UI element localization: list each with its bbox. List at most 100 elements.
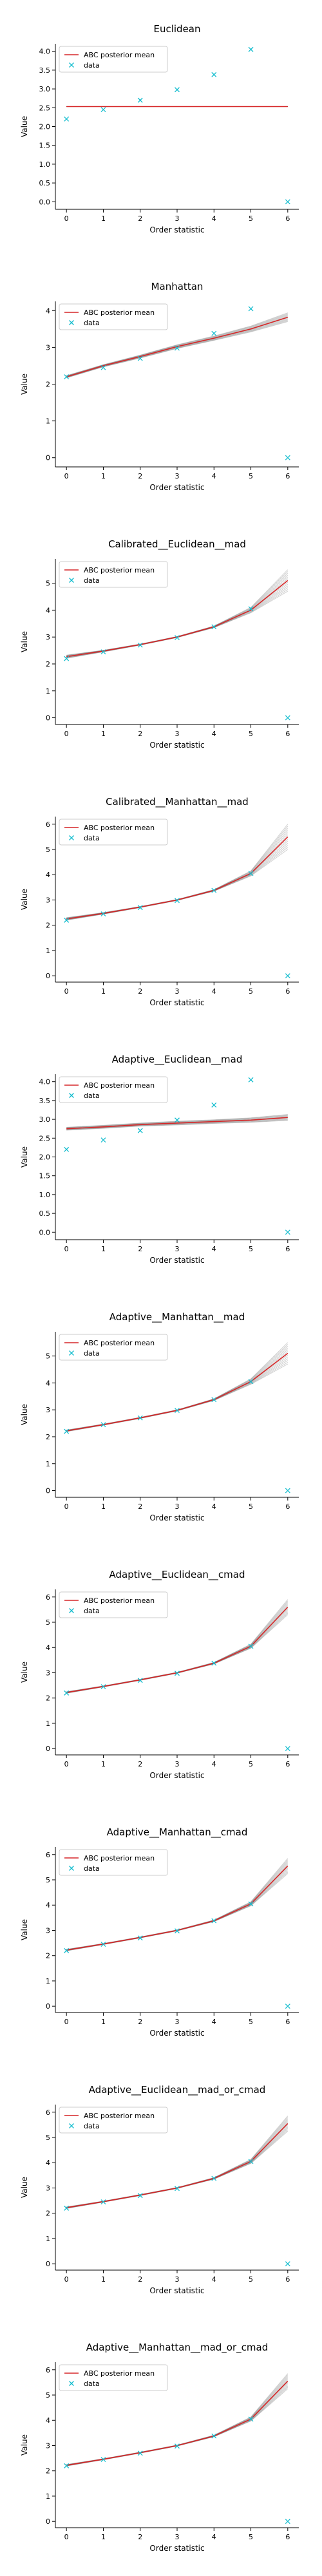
legend-posterior-label: ABC posterior mean: [84, 1081, 155, 1090]
data-marker-stroke: [64, 1690, 70, 1696]
posterior-sample-line: [66, 2384, 289, 2467]
y-tick-label: 3: [46, 343, 50, 352]
data-point: [248, 1379, 254, 1385]
subplot-title: Adaptive__Manhattan__cmad: [107, 1826, 248, 1839]
legend-data-swatch: [69, 1350, 74, 1356]
posterior-mean-line: [66, 1865, 289, 1951]
legend: ABC posterior mean data: [59, 819, 168, 846]
x-tick-label: 6: [285, 472, 290, 480]
y-axis-label: Value: [20, 889, 29, 910]
data-point: [100, 107, 106, 113]
y-tick-label: 3: [46, 633, 50, 641]
x-tick-label: 1: [101, 214, 106, 223]
data-marker-stroke: [211, 1102, 217, 1108]
x-tick-label: 0: [64, 2533, 69, 2541]
posterior-sample-line: [66, 1863, 289, 1951]
legend-data-label: data: [84, 576, 100, 585]
x-tick-label: 4: [212, 1245, 216, 1253]
data-point: [175, 2186, 180, 2192]
posterior-sample-line: [66, 1613, 289, 1694]
posterior-mean-line: [66, 580, 289, 658]
posterior-sample-line: [66, 587, 289, 658]
legend-frame: [59, 2364, 168, 2391]
y-tick-label: 0.0: [39, 1228, 51, 1236]
x-tick-label: 2: [138, 2275, 142, 2284]
data-point: [211, 887, 217, 893]
legend: ABC posterior mean data: [59, 561, 168, 588]
x-axis-label: Order statistic: [149, 483, 204, 492]
x-tick-label: 3: [175, 730, 180, 738]
y-tick-label: 3: [46, 1926, 50, 1935]
data-marker-stroke: [100, 2457, 106, 2463]
x-tick-label: 0: [64, 730, 69, 738]
data-marker-stroke: [248, 1643, 254, 1649]
legend: ABC posterior mean data: [59, 46, 168, 73]
data-point: [285, 1488, 290, 1493]
posterior-sample-line: [66, 580, 289, 658]
x-tick-label: 5: [249, 2275, 253, 2284]
legend-posterior-label: ABC posterior mean: [84, 308, 155, 317]
legend-data-swatch: [69, 1608, 74, 1613]
posterior-sample-line: [66, 1354, 289, 1432]
legend-data-swatch: [69, 62, 74, 68]
data-marker-stroke: [137, 1678, 143, 1683]
data-marker-stroke: [285, 2519, 290, 2524]
x-tick-label: 2: [138, 1760, 142, 1768]
data-point: [248, 46, 254, 52]
x-tick-label: 2: [138, 1245, 142, 1253]
data-marker-stroke: [64, 1146, 70, 1152]
data-point: [175, 898, 180, 904]
data-marker-stroke: [175, 345, 180, 351]
legend-data-label: data: [84, 319, 100, 327]
data-point: [137, 1128, 143, 1133]
subplot-5: Adaptive__Euclidean__mad 0 1 2 3 4 5 6 0.0 0.5 1.0…: [20, 1054, 299, 1265]
x-tick-label: 5: [249, 987, 253, 996]
legend-data-label: data: [84, 1864, 100, 1873]
legend: ABC posterior mean data: [59, 1334, 168, 1361]
y-axis-label: Value: [20, 2177, 29, 2198]
posterior-sample-line: [66, 2388, 289, 2467]
data-marker-stroke: [285, 1746, 290, 1752]
posterior-mean-line: [66, 836, 289, 920]
data-marker-stroke: [64, 2463, 70, 2468]
data-marker-stroke: [211, 71, 217, 77]
x-tick-label: 1: [101, 730, 106, 738]
legend: ABC posterior mean data: [59, 1076, 168, 1103]
y-tick-label: 2: [46, 660, 50, 668]
y-tick-label: 0.5: [39, 179, 51, 187]
y-tick-label: 3: [46, 1669, 50, 1677]
posterior-sample-line: [66, 1867, 289, 1951]
y-tick-label: 2: [46, 1952, 50, 1960]
y-tick-label: 1: [46, 1460, 50, 1468]
data-marker-stroke: [211, 330, 217, 336]
posterior-sample-line: [66, 1869, 289, 1951]
data-marker-stroke: [175, 1117, 180, 1123]
data-marker-stroke: [248, 606, 254, 612]
data-marker-stroke: [248, 1379, 254, 1385]
subplot-7: Adaptive__Euclidean__cmad 0 1 2 3 4 5 6 0 1 2 3 4 5 6 O…: [20, 1569, 299, 1780]
data-point: [211, 1397, 217, 1403]
y-tick-label: 3: [46, 1406, 50, 1414]
y-axis-label: Value: [20, 1919, 29, 1940]
x-tick-label: 5: [249, 1502, 253, 1511]
x-axis-label: Order statistic: [149, 1513, 204, 1522]
data-point: [285, 199, 290, 205]
x-tick-label: 0: [64, 2018, 69, 2026]
legend: ABC posterior mean data: [59, 1849, 168, 1876]
y-tick-label: 1.5: [39, 1172, 51, 1180]
data-marker-stroke: [137, 1935, 143, 1941]
y-tick-label: 1: [46, 1977, 50, 1985]
y-tick-label: 2: [46, 1433, 50, 1441]
data-marker-stroke: [137, 1128, 143, 1133]
y-tick-label: 2: [46, 922, 50, 930]
posterior-sample-line: [66, 1605, 289, 1693]
subplot-6: Adaptive__Manhattan__mad 0 1 2 3 4 5 6 0 1 2 3 4 5 Ord…: [20, 1311, 299, 1522]
data-point: [175, 87, 180, 93]
data-marker-stroke: [100, 2199, 106, 2205]
posterior-sample-line: [66, 1608, 289, 1693]
posterior-sample-line: [66, 834, 289, 920]
x-tick-label: 2: [138, 730, 142, 738]
posterior-sample-line: [66, 2126, 289, 2209]
posterior-sample-line: [66, 1361, 289, 1432]
posterior-sample-line: [66, 1114, 288, 1128]
